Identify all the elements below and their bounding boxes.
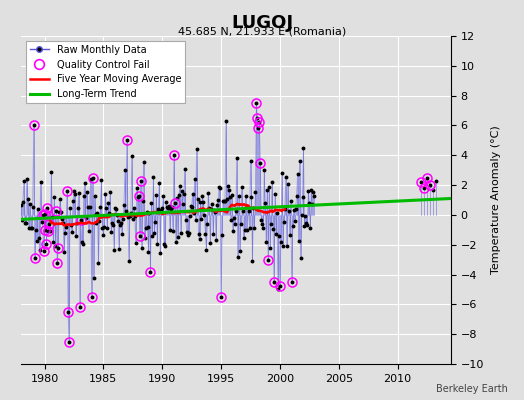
Text: 45.685 N, 21.933 E (Romania): 45.685 N, 21.933 E (Romania) <box>178 26 346 36</box>
Y-axis label: Temperature Anomaly (°C): Temperature Anomaly (°C) <box>490 126 500 274</box>
Legend: Raw Monthly Data, Quality Control Fail, Five Year Moving Average, Long-Term Tren: Raw Monthly Data, Quality Control Fail, … <box>26 41 185 103</box>
Text: Berkeley Earth: Berkeley Earth <box>436 384 508 394</box>
Text: LUGOJ: LUGOJ <box>231 14 293 32</box>
